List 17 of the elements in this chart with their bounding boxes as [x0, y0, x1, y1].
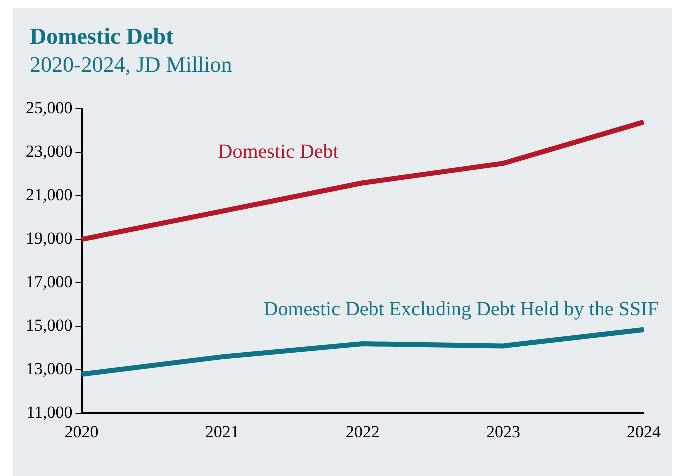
x-tick-label: 2020	[64, 422, 99, 442]
y-tick-label: 21,000	[26, 186, 73, 205]
y-tick-label: 13,000	[26, 360, 73, 379]
chart-title: Domestic Debt	[30, 24, 174, 50]
y-tick-label: 19,000	[26, 229, 73, 248]
y-tick-label: 23,000	[26, 142, 73, 162]
series-label: Domestic Debt Excluding Debt Held by the SSIF	[264, 298, 659, 321]
y-tick-label: 25,000	[26, 98, 73, 118]
y-tick-label: 11,000	[26, 403, 73, 422]
x-tick-label: 2021	[205, 422, 240, 442]
y-tick-label: 15,000	[26, 316, 73, 336]
chart-subtitle: 2020-2024, JD Million	[30, 52, 232, 78]
x-tick-label: 2023	[486, 422, 520, 442]
series-label: Domestic Debt	[218, 141, 340, 164]
y-tick-label: 17,000	[26, 272, 73, 292]
x-tick-label: 2024	[627, 422, 662, 442]
x-tick-label: 2022	[346, 422, 380, 442]
